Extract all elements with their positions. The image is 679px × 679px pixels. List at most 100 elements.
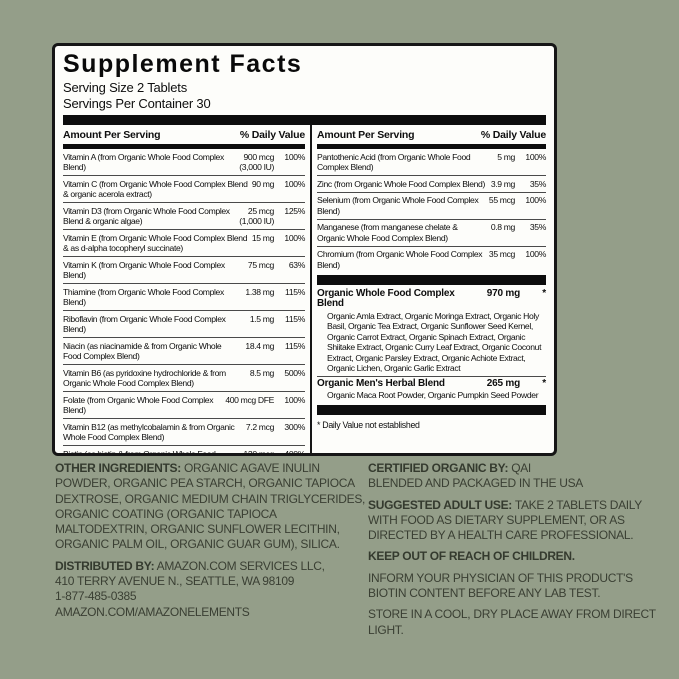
storage-notice: STORE IN A COOL, DRY PLACE AWAY FROM DIR… [368,607,656,637]
supplement-facts-panel: Supplement Facts Serving Size 2 Tablets … [52,43,557,456]
table-row: Pantothenic Acid (from Organic Whole Foo… [317,149,546,175]
nutrient-name: Zinc (from Organic Whole Food Complex Bl… [317,178,485,189]
column-divider [310,125,312,453]
nutrient-daily-value: 100% [525,249,546,259]
blend-daily-value: * [542,287,546,299]
footnote-separator-bar [317,404,546,415]
nutrient-rows-left: Vitamin A (from Organic Whole Food Compl… [63,149,306,456]
certified-organic: CERTIFIED ORGANIC BY: QAI [368,461,656,476]
nutrient-amount: 8.5 mg [250,368,275,379]
nutrient-daily-value: 125% [284,205,305,216]
daily-value-header: % Daily Value [239,129,305,141]
nutrient-amount: 18.4 mg [245,341,274,352]
nutrient-amount-value: 3.9 mg [490,178,516,189]
distributor-website: AMAZON.COM/AMAZONELEMENTS [55,604,250,619]
blend-row: Organic Whole Food Complex Blend 970 mg * O… [317,287,546,376]
suggested-use: SUGGESTED ADULT USE: TAKE 2 TABLETS DAIL… [368,498,656,544]
nutrient-name: Chromium (from Organic Whole Food Comple… [317,249,483,270]
nutrient-amount-value: 7.2 mcg [245,421,274,432]
blend-separator-bar [317,274,546,285]
nutrient-daily-value: 100% [284,151,305,162]
nutrient-amount-value: 120 mcg [243,448,274,456]
blended-packaged: BLENDED AND PACKAGED IN THE USA [368,476,583,491]
supplement-facts-title: Supplement Facts [63,50,303,78]
other-ingredients-text: ORGANIC AGAVE INULIN POWDER, ORGANIC PEA… [55,461,366,552]
column-header-left: Amount Per Serving % Daily Value [63,125,305,144]
facts-column-right: Amount Per Serving % Daily Value Pantoth… [317,125,546,453]
blend-name: Organic Whole Food Complex Blend [317,287,455,309]
nutrient-amount-value: 1.38 mg [245,286,274,297]
bottom-left-text: OTHER INGREDIENTS: ORGANIC AGAVE INULIN … [55,461,367,626]
blend-rows: Organic Whole Food Complex Blend 970 mg * O… [317,287,546,403]
other-ingredients: OTHER INGREDIENTS: ORGANIC AGAVE INULIN … [55,461,367,553]
blend-daily-value: * [542,377,546,389]
nutrient-daily-value: 35% [529,222,547,232]
blend-amount: 970 mg [486,287,520,299]
keep-out-warning: KEEP OUT OF REACH OF CHILDREN. [368,549,656,564]
servings-per-container: Servings Per Container 30 [63,95,211,111]
blend-header: Organic Whole Food Complex Blend 970 mg * [317,287,546,310]
amount-per-serving-header: Amount Per Serving [63,129,161,141]
blend-amount: 265 mg [486,377,520,389]
header-separator-bar [63,115,546,125]
nutrient-name: Vitamin B12 (as methylcobalamin & from O… [63,421,235,443]
table-row: Vitamin C (from Organic Whole Food Compl… [63,175,305,202]
nutrient-name: Niacin (as niacinamide & from Organic Wh… [63,340,222,362]
nutrient-daily-value: 100% [284,394,305,405]
distributor-phone: 1-877-485-0385 [55,589,137,604]
facts-columns: Amount Per Serving % Daily Value Vitamin… [63,125,546,456]
nutrient-amount: 900 mcg (3,000 IU) [239,152,274,173]
nutrient-amount: 7.2 mcg [246,422,274,433]
nutrient-amount: 5 mg [497,152,515,163]
nutrient-name: Riboflavin (from Organic Whole Food Comp… [63,313,226,335]
nutrient-name: Vitamin K (from Organic Whole Food Compl… [63,259,225,281]
nutrient-amount: 120 mcg [243,448,274,456]
blend-ingredients: Organic Maca Root Powder, Organic Pumpki… [327,390,539,400]
nutrient-daily-value: 400% [284,448,305,456]
nutrient-amount-value: 15 mg [251,232,274,243]
nutrient-name: Vitamin A (from Organic Whole Food Compl… [63,151,224,173]
daily-value-header: % Daily Value [480,129,546,141]
biotin-notice: INFORM YOUR PHYSICIAN OF THIS PRODUCT'S … [368,570,633,601]
blend-row: Organic Men's Herbal Blend 265 mg * Organic… [317,375,546,403]
nutrient-amount: 15 mg [252,233,274,244]
daily-value-footnote: * Daily Value not established [317,419,420,430]
table-row: Vitamin E (from Organic Whole Food Compl… [63,229,305,256]
nutrient-daily-value: 35% [529,178,547,189]
nutrient-daily-value: 100% [284,178,305,189]
distributed-by-text: AMAZON.COM SERVICES LLC, [154,558,325,573]
table-row: Vitamin D3 (from Organic Whole Food Comp… [63,202,305,229]
distributed-by: DISTRIBUTED BY: AMAZON.COM SERVICES LLC, [55,559,367,574]
nutrient-daily-value: 300% [284,421,305,432]
nutrient-amount-value: 1.5 mg [249,313,275,324]
table-row: Selenium (from Organic Whole Food Comple… [317,191,546,219]
nutrient-daily-value: 115% [285,313,305,324]
nutrient-rows-right: Pantothenic Acid (from Organic Whole Foo… [317,149,546,273]
nutrient-amount: 1.5 mg [249,313,275,325]
nutrient-amount: 75 mcg [248,260,274,271]
nutrient-amount-iu: (3,000 IU) [239,162,274,172]
suggested-use-label: SUGGESTED ADULT USE: [368,497,513,512]
nutrient-daily-value: 100% [525,151,546,162]
nutrient-amount-value: 90 mg [251,178,274,189]
column-header-right: Amount Per Serving % Daily Value [317,125,546,144]
nutrient-name: Manganese (from manganese chelate & Orga… [317,222,458,243]
table-row: Vitamin B6 (as pyridoxine hydrochloride … [63,364,305,391]
nutrient-name: Selenium (from Organic Whole Food Comple… [317,195,479,216]
suggested-use-text: TAKE 2 TABLETS DAILY WITH FOOD AS DIETAR… [368,497,642,543]
column-header-bar [317,144,546,149]
blend-header: Organic Men's Herbal Blend 265 mg * [317,377,546,390]
certified-organic-value: QAI [508,461,531,475]
nutrient-amount: 3.9 mg [490,178,516,190]
table-row: Thiamine (from Organic Whole Food Comple… [63,283,305,310]
nutrient-amount-value: 5 mg [497,151,515,162]
nutrient-name: Pantothenic Acid (from Organic Whole Foo… [317,151,471,173]
nutrient-amount-iu: (1,000 IU) [239,216,274,226]
nutrient-daily-value: 115% [285,340,305,351]
blend-name: Organic Men's Herbal Blend [317,377,445,389]
nutrient-daily-value: 63% [288,259,306,270]
table-row: Chromium (from Organic Whole Food Comple… [317,245,546,273]
table-row: Manganese (from manganese chelate & Orga… [317,218,547,246]
nutrient-daily-value: 100% [284,232,305,243]
